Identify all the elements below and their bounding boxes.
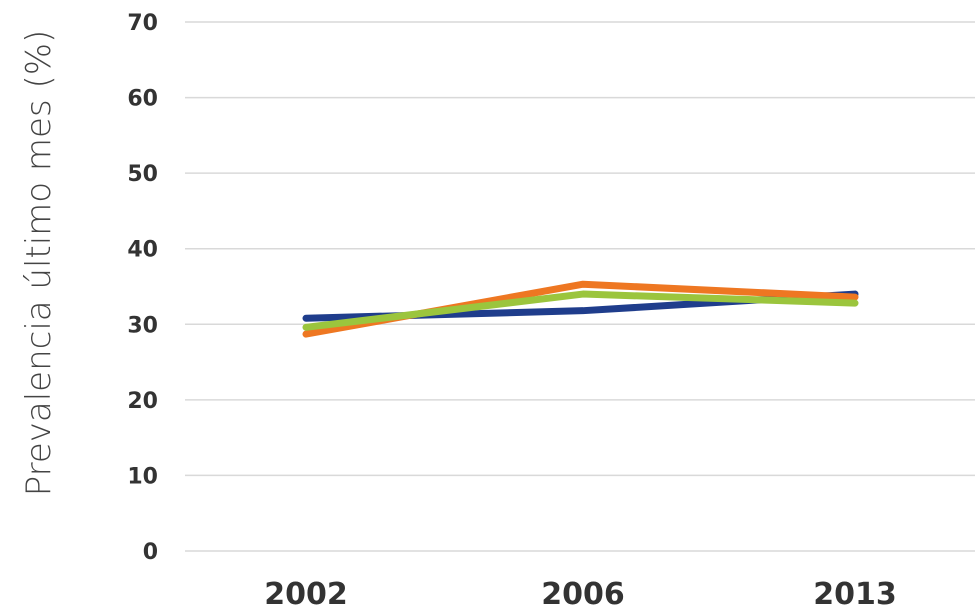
series-lines [302,280,859,338]
y-tick-label: 20 [127,389,158,414]
y-tick-label: 30 [127,313,158,338]
series-line-3 [302,290,859,331]
y-tick-label: 10 [127,464,158,489]
y-tick-label: 50 [127,162,158,187]
x-tick-label: 2002 [264,577,348,612]
y-tick-label: 60 [127,87,158,112]
y-axis-ticks: 0 10 20 30 40 50 60 70 [127,11,158,565]
x-tick-label: 2013 [813,577,897,612]
y-tick-label: 70 [127,11,158,36]
y-tick-label: 40 [127,238,158,263]
y-axis-title: Prevalencia último mes (%) [19,30,59,497]
x-tick-label: 2006 [541,577,625,612]
x-axis-ticks: 2002 2006 2013 [264,577,897,612]
y-tick-label: 0 [143,540,158,565]
